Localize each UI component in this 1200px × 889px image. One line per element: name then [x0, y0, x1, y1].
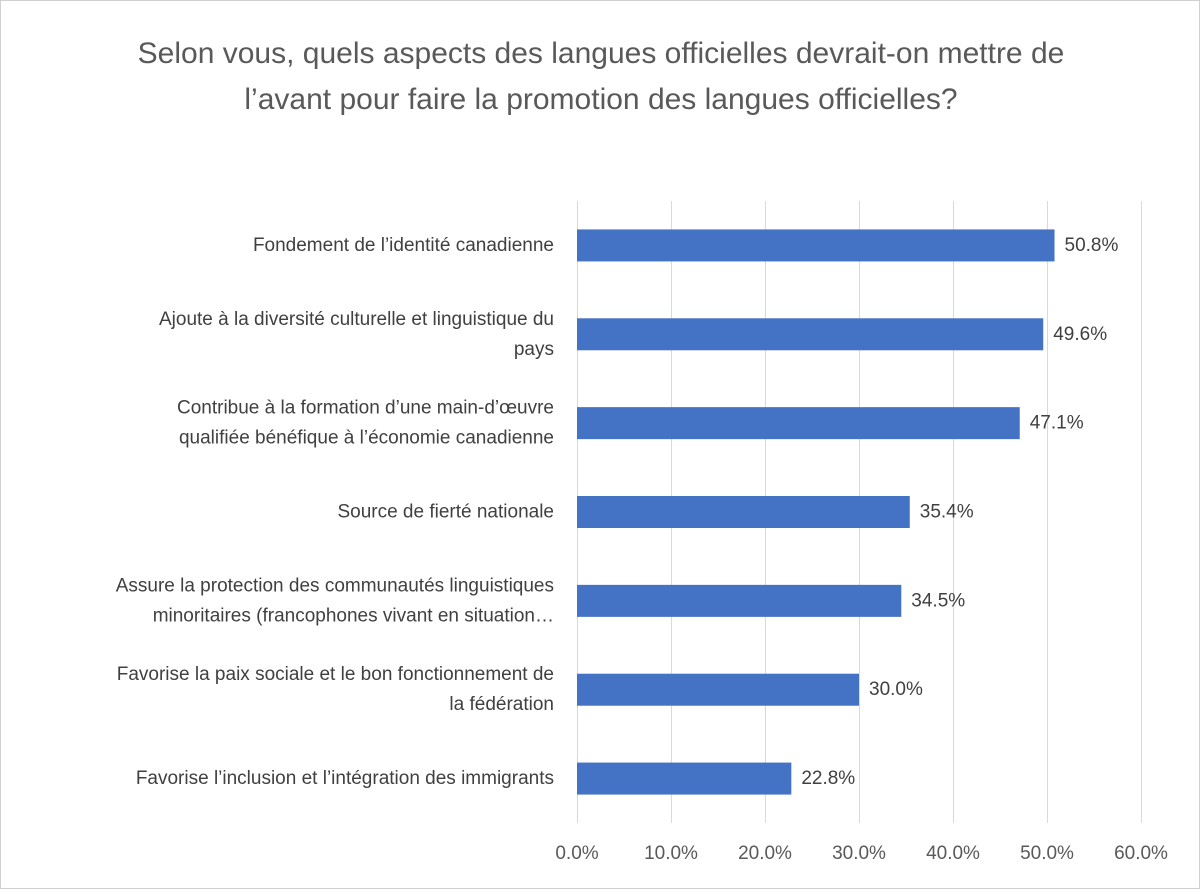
- data-label-3: 35.4%: [920, 502, 974, 523]
- data-label-4: 34.5%: [911, 590, 965, 611]
- category-label-4-line-0: Assure la protection des communautés lin…: [116, 575, 554, 596]
- x-tick-label-6: 60.0%: [1114, 843, 1168, 864]
- category-label-5-line-0: Favorise la paix sociale et le bon fonct…: [117, 664, 554, 685]
- data-label-6: 22.8%: [801, 768, 855, 789]
- x-tick-label-0: 0.0%: [555, 843, 598, 864]
- bar-3: [577, 496, 910, 528]
- category-label-1-line-1: pays: [514, 339, 554, 360]
- category-label-1-line-0: Ajoute à la diversité culturelle et ling…: [159, 309, 554, 330]
- bar-4: [577, 584, 902, 617]
- data-label-2: 47.1%: [1030, 413, 1084, 434]
- data-label-5: 30.0%: [869, 679, 923, 700]
- bar-2: [577, 407, 1020, 440]
- x-tick-label-3: 30.0%: [832, 843, 886, 864]
- category-label-0-line-0: Fondement de l’identité canadienne: [253, 235, 554, 256]
- x-tick-label-4: 40.0%: [926, 843, 980, 864]
- category-label-2-line-1: qualifiée bénéfique à l’économie canadie…: [179, 428, 554, 449]
- bar-6: [577, 762, 792, 795]
- bar-5: [577, 673, 859, 706]
- x-tick-label-2: 20.0%: [738, 843, 792, 864]
- bar-0: [577, 229, 1055, 262]
- chart-title: Selon vous, quels aspects des langues of…: [137, 37, 1065, 116]
- data-label-1: 49.6%: [1053, 324, 1107, 345]
- category-label-5-line-1: la fédération: [449, 694, 554, 715]
- category-label-6-line-0: Favorise l’inclusion et l’intégration de…: [136, 768, 554, 789]
- category-label-2-line-0: Contribue à la formation d’une main-d’œu…: [177, 398, 554, 419]
- x-tick-label-5: 50.0%: [1020, 843, 1074, 864]
- x-tick-label-1: 10.0%: [644, 843, 698, 864]
- data-label-0: 50.8%: [1065, 235, 1119, 256]
- bar-1: [577, 318, 1044, 351]
- category-label-4-line-1: minoritaires (francophones vivant en sit…: [153, 605, 554, 626]
- category-label-3-line-0: Source de fierté nationale: [337, 502, 554, 523]
